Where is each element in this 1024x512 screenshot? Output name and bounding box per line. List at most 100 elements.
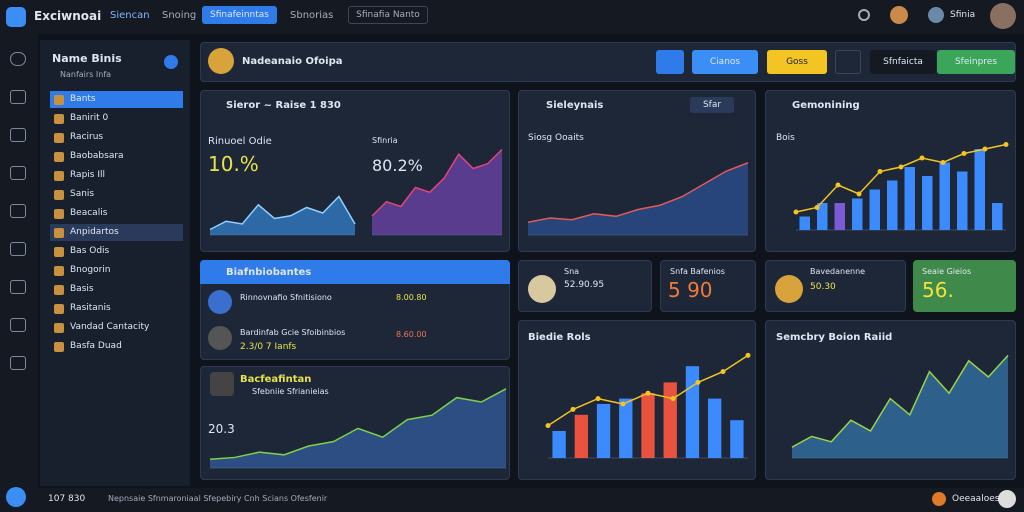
rail-icon[interactable] [10, 280, 26, 294]
sidebar-item[interactable]: Bnogorin [50, 262, 183, 279]
bar [817, 203, 828, 230]
sidebar-item[interactable]: Sanis [50, 186, 183, 203]
label: Siosg Ooaits [528, 133, 584, 143]
icon-button[interactable] [835, 50, 861, 74]
panel-title: Biedie Rols [528, 332, 591, 343]
card-value: 56. [922, 278, 954, 302]
avatar[interactable] [998, 490, 1016, 508]
bar [730, 420, 744, 458]
rail-icon[interactable] [10, 204, 26, 218]
metric: 80.2% [372, 156, 423, 175]
button[interactable]: Goss [767, 50, 827, 74]
bar [869, 189, 880, 230]
sidebar-item[interactable]: Bants [50, 91, 183, 108]
button[interactable] [6, 487, 26, 507]
icon-button[interactable] [656, 50, 684, 74]
button[interactable]: Sfnfaicta [870, 50, 936, 74]
bar [663, 382, 677, 458]
icon[interactable] [932, 492, 946, 506]
bar [552, 431, 566, 458]
rail-icon[interactable] [10, 356, 26, 370]
panel-title: Sieleynais [546, 100, 604, 111]
point [645, 390, 651, 396]
footer-left: 107 830 [48, 494, 86, 504]
avatar[interactable] [890, 6, 908, 24]
point [961, 151, 967, 156]
card [660, 260, 756, 312]
avatar [210, 372, 234, 396]
point [793, 209, 799, 215]
bar [852, 198, 863, 230]
avatar[interactable] [990, 3, 1016, 29]
badge[interactable]: Sfar [690, 97, 734, 113]
rail-icon[interactable] [10, 166, 26, 180]
icon[interactable] [858, 9, 870, 21]
label: Rinuoel Odie [208, 136, 272, 147]
footer-text: Nepnsaie Sfnmaroniaal Sfepebiry Cnh Scia… [108, 494, 328, 503]
top-bar [0, 0, 1024, 34]
point [720, 369, 726, 375]
nav-item-active[interactable]: Sfinafeinntas [202, 6, 277, 24]
nav-item[interactable]: Snoing [162, 10, 197, 21]
point [695, 379, 701, 385]
rail-icon[interactable] [10, 128, 26, 142]
sidebar-item[interactable]: Rasitanis [50, 300, 183, 317]
dropdown[interactable]: Sfeinpres [937, 50, 1015, 74]
nav-item[interactable]: Siencan [110, 10, 150, 21]
brand: Exciwnoai [34, 9, 102, 23]
user-name: Sfinia [950, 10, 976, 20]
nav-item[interactable]: Sbnorias [290, 10, 334, 21]
bar [922, 176, 933, 230]
metric: 10.% [208, 152, 259, 176]
toolbar-title: Nadeanaio Ofoipa [242, 56, 343, 67]
bar [596, 404, 611, 458]
rail-icon[interactable] [10, 242, 26, 256]
sidebar [40, 40, 190, 486]
search[interactable]: Sfinafia Nanto [348, 6, 428, 24]
bar [799, 216, 810, 230]
card-title: Seaie Gieios [922, 267, 972, 276]
panel-title: Sieror ~ Raise 1 830 [226, 100, 341, 111]
sidebar-item[interactable]: Basfa Duad [50, 338, 183, 355]
sidebar-item[interactable]: Rapis Ill [50, 167, 183, 184]
point [545, 423, 551, 429]
bar [992, 203, 1003, 230]
button[interactable] [164, 55, 178, 69]
sidebar-item[interactable]: Vandad Cantacity [50, 319, 183, 336]
logo[interactable] [6, 7, 26, 27]
point [877, 169, 883, 174]
sidebar-item[interactable]: Basis [50, 281, 183, 298]
row-value: 8.60.00 [396, 330, 427, 339]
point [570, 406, 576, 412]
rail-icon[interactable] [10, 90, 26, 104]
line [209, 195, 356, 231]
card [913, 260, 1016, 312]
bar [574, 414, 588, 458]
bar [708, 398, 722, 458]
point [982, 146, 988, 152]
sidebar-item[interactable]: Bas Odis [50, 243, 183, 260]
avatar[interactable] [928, 7, 944, 23]
sidebar-subtitle: Nanfairs Infa [60, 70, 112, 79]
button[interactable]: Cianos [692, 50, 758, 74]
sidebar-item[interactable]: Anpidartos [50, 224, 183, 241]
bar [834, 203, 845, 230]
card [518, 260, 652, 312]
avatar [208, 48, 234, 74]
sidebar-item[interactable]: Beacalis [50, 205, 183, 222]
sidebar-item[interactable]: Racirus [50, 129, 183, 146]
bar [887, 180, 898, 230]
rail-icon[interactable] [10, 318, 26, 332]
point [940, 160, 946, 165]
point [1003, 142, 1009, 147]
bar [939, 162, 950, 230]
sidebar-item[interactable]: Banirit 0 [50, 110, 183, 127]
line [791, 354, 1009, 448]
rail-icon[interactable] [10, 52, 26, 66]
point [595, 396, 601, 402]
label: Sfinria [372, 136, 398, 145]
bar [957, 171, 968, 230]
sidebar-item[interactable]: Baobabsara [50, 148, 183, 165]
